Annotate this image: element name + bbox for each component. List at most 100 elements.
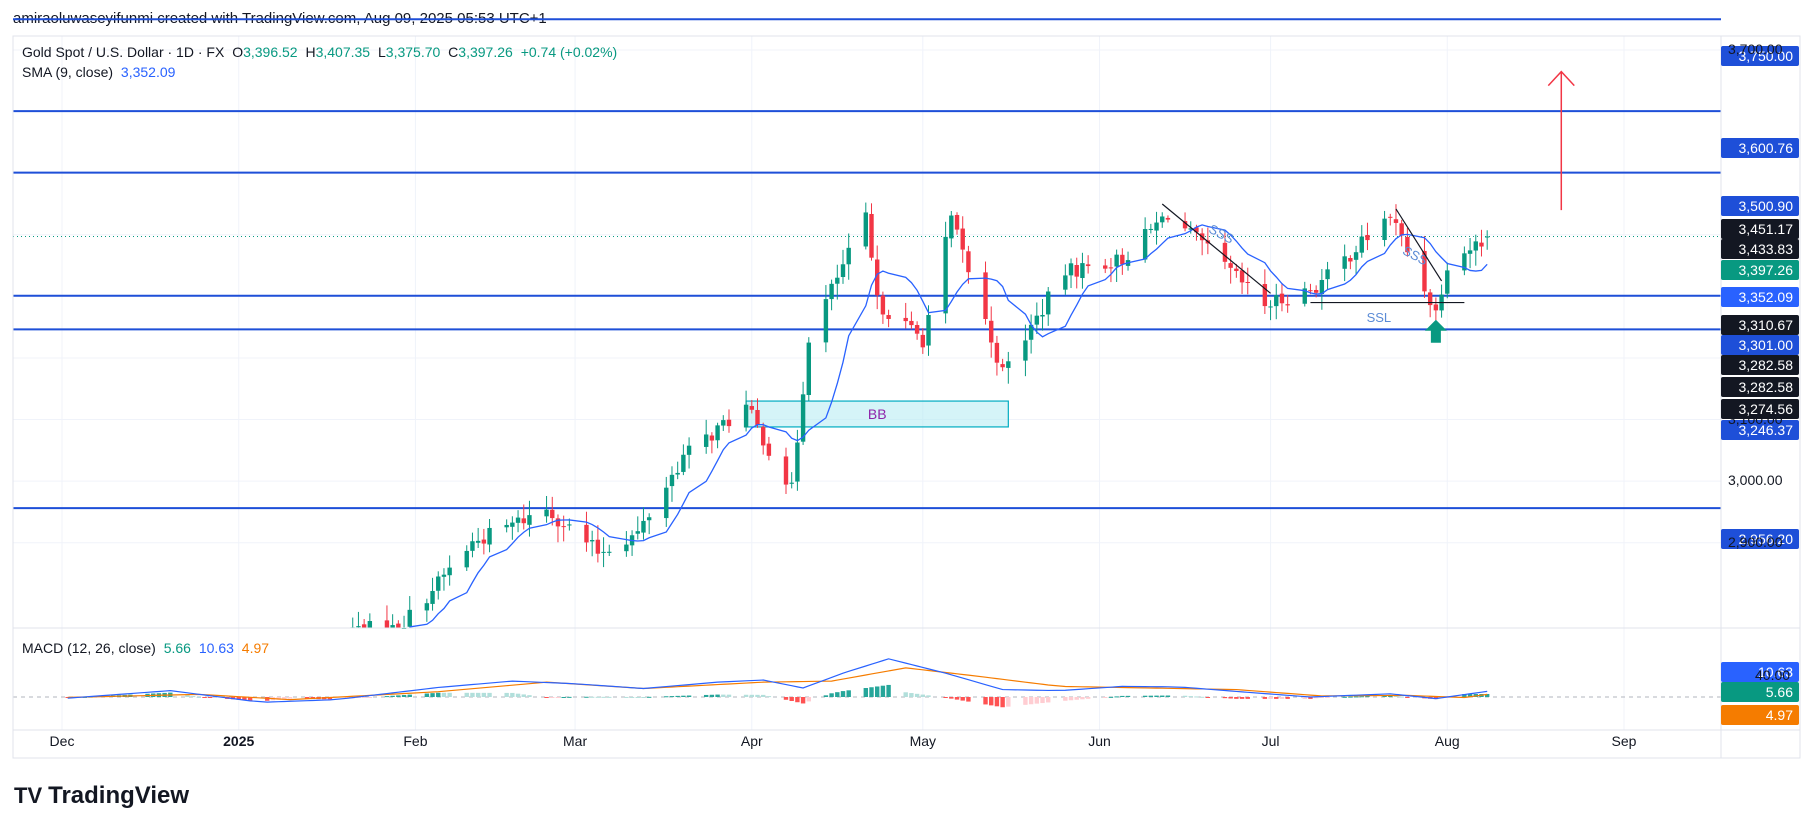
macd-hist-bar	[555, 697, 561, 698]
candle	[1080, 252, 1085, 289]
macd-line	[67, 658, 1488, 703]
level-price-label: 3,246.37	[1721, 420, 1799, 440]
candle	[875, 245, 880, 310]
macd-hist-bar	[430, 693, 435, 697]
candle-body	[1006, 361, 1011, 368]
macd-hist-bar	[983, 697, 988, 705]
candle	[1142, 217, 1148, 263]
macd-hist-bar	[669, 696, 675, 698]
candle-body	[760, 426, 766, 446]
candle	[726, 409, 732, 433]
candle	[436, 571, 441, 600]
candle	[464, 545, 469, 571]
macd-hist-bar	[664, 696, 669, 698]
candle	[1302, 281, 1307, 307]
macd-hist-bar	[1313, 697, 1319, 699]
trend-line	[1161, 203, 1271, 294]
macd-hist-bar	[441, 692, 447, 697]
macd-hist-bar	[629, 696, 635, 698]
price-label: 3,451.17	[1721, 219, 1799, 239]
candle-body	[1342, 256, 1347, 269]
candle	[869, 203, 874, 261]
level-price-label: 2,956.20	[1721, 529, 1799, 549]
candle-body	[829, 283, 834, 300]
tradingview-logo[interactable]: TV TradingView	[14, 782, 189, 810]
macd-hist-bar	[185, 695, 190, 697]
candle	[424, 598, 430, 622]
macd-hist-bar	[1182, 695, 1188, 697]
candle-body	[1473, 241, 1478, 251]
time-tick-label: Jun	[1088, 733, 1111, 749]
candle	[983, 261, 988, 325]
candle	[994, 335, 1000, 376]
macd-hist-bar	[401, 694, 407, 697]
candle	[481, 528, 487, 555]
candle-body	[521, 518, 526, 524]
candle-body	[755, 409, 760, 425]
candle	[356, 611, 361, 628]
macd-hist-bar	[869, 687, 874, 697]
candle-body	[1120, 254, 1125, 265]
candle-body	[795, 442, 800, 482]
frame	[12, 35, 1801, 759]
macd-hist-bar	[1285, 697, 1290, 699]
macd-hist-bar	[504, 692, 509, 697]
candle	[835, 264, 840, 300]
candle-body	[669, 474, 675, 487]
macd-hist-bar	[607, 696, 612, 698]
time-tick-label: Apr	[740, 733, 763, 749]
candle	[1399, 219, 1404, 247]
macd-pane	[13, 658, 1721, 708]
candle-body	[601, 551, 606, 553]
macd-hist-bar	[190, 696, 196, 698]
candle-body	[1427, 292, 1433, 306]
candle	[1268, 300, 1273, 321]
macd-hist-bar	[880, 685, 886, 697]
candle-body	[515, 517, 521, 523]
candle-body	[743, 404, 749, 428]
macd-hist-bar	[646, 696, 652, 698]
candle	[641, 507, 646, 540]
macd-hist-bar	[561, 696, 566, 698]
candle-body	[954, 214, 960, 230]
macd-hist-bar	[1279, 697, 1285, 699]
macd-hist-bar	[1319, 697, 1325, 698]
macd-hist-bar	[1114, 696, 1119, 698]
candle	[715, 422, 720, 449]
candle-body	[595, 539, 601, 554]
macd-hist-bar	[247, 697, 253, 701]
macd-hist-bar	[943, 697, 948, 698]
macd-hist-bar	[475, 692, 481, 697]
macd-hist-bar	[823, 695, 829, 697]
candle-body	[561, 526, 566, 528]
candle	[863, 202, 869, 250]
macd-hist-bar	[926, 695, 931, 697]
macd-hist-bar	[721, 694, 726, 697]
candle-body	[994, 342, 1000, 363]
macd-hist-bar	[424, 693, 430, 697]
change-value: +0.74 (+0.02%)	[520, 44, 618, 60]
candle-body	[470, 541, 475, 551]
macd-hist-bar	[1388, 695, 1393, 697]
time-tick-label: Aug	[1434, 733, 1460, 749]
macd-hist-bar	[1165, 695, 1171, 697]
candle-body	[1046, 291, 1051, 315]
candle	[1074, 257, 1079, 289]
candle	[1422, 235, 1427, 298]
candle	[1063, 264, 1068, 295]
candle	[1046, 287, 1051, 326]
candle-body	[715, 425, 720, 441]
macd-hist-bar	[1342, 696, 1347, 698]
candle	[1473, 234, 1478, 266]
time-tick-label: Sep	[1611, 733, 1637, 749]
candle	[475, 527, 481, 548]
candle-body	[1114, 254, 1119, 267]
candle-body	[966, 251, 971, 273]
candle	[686, 437, 692, 469]
candle-body	[635, 531, 640, 534]
candle	[1165, 215, 1171, 223]
macd-hist-bar	[1405, 697, 1410, 698]
candle	[361, 619, 367, 628]
